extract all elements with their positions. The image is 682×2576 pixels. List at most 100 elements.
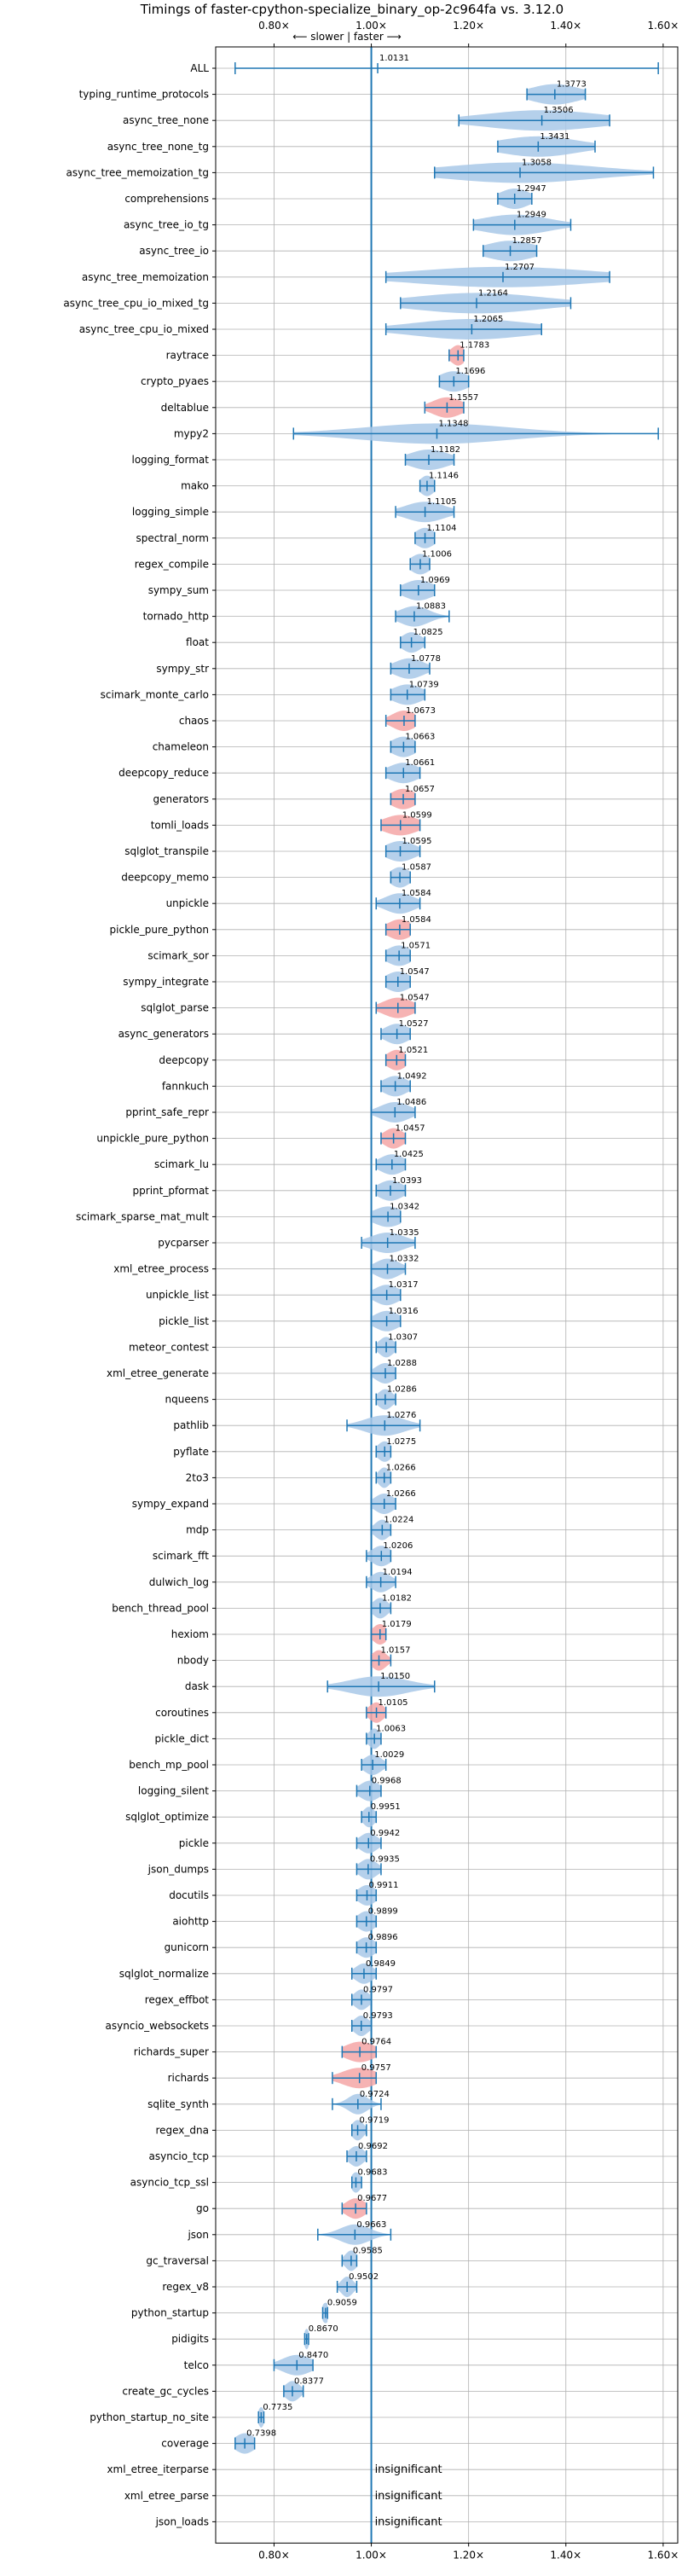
y-tick-label: gc_traversal <box>146 2254 209 2266</box>
value-label: 1.0342 <box>390 1202 419 1211</box>
value-label: 1.0063 <box>376 1724 406 1733</box>
y-tick-label: python_startup <box>131 2307 209 2319</box>
y-tick-label: dask <box>185 1680 209 1692</box>
x-tick-label-bottom: 0.80× <box>258 2549 290 2561</box>
value-label: 1.0150 <box>380 1672 410 1681</box>
value-label: 1.0584 <box>402 889 431 898</box>
value-label: 1.0661 <box>405 758 435 768</box>
value-label: 1.0425 <box>394 1150 424 1159</box>
y-tick-label: float <box>186 636 209 648</box>
value-label: 1.2164 <box>478 288 508 298</box>
value-label: 1.1146 <box>429 472 459 481</box>
y-tick-label: docutils <box>169 1889 209 1901</box>
value-label: 1.0276 <box>386 1411 416 1420</box>
value-label: 0.9968 <box>372 1777 402 1786</box>
y-tick-label: telco <box>184 2359 209 2371</box>
y-tick-label: async_tree_none <box>123 114 209 126</box>
y-tick-label: sqlglot_transpile <box>124 845 209 857</box>
value-label: 1.3431 <box>540 132 569 142</box>
y-tick-label: regex_v8 <box>162 2281 209 2293</box>
y-tick-label: tomli_loads <box>151 819 209 831</box>
value-label: 1.2707 <box>505 263 535 272</box>
value-label: 0.9502 <box>349 2272 379 2282</box>
value-label: 0.9692 <box>358 2142 388 2151</box>
value-label: 1.1348 <box>438 419 468 428</box>
value-label: 1.0131 <box>379 54 409 63</box>
value-label: 0.9663 <box>356 2220 386 2230</box>
y-tick-label: tornado_http <box>143 611 209 623</box>
y-tick-label: scimark_sparse_mat_mult <box>76 1210 209 1222</box>
x-tick-label-top: 0.80× <box>258 20 290 32</box>
y-tick-label: richards <box>168 2072 209 2084</box>
y-tick-label: asyncio_tcp <box>148 2150 209 2162</box>
value-label: 1.0332 <box>390 1255 419 1264</box>
value-label: 1.0657 <box>405 785 435 794</box>
y-tick-label: regex_effbot <box>145 1993 210 2005</box>
y-tick-label: mako <box>181 480 209 492</box>
value-label: 0.7735 <box>263 2403 292 2412</box>
y-tick-label: pprint_safe_repr <box>125 1106 209 1118</box>
value-label: 1.1557 <box>448 393 478 403</box>
value-label: 0.9585 <box>353 2246 383 2255</box>
value-label: 1.0486 <box>396 1098 426 1107</box>
y-tick-label: logging_simple <box>132 506 209 518</box>
y-tick-label: nqueens <box>165 1394 209 1406</box>
y-tick-label: deltablue <box>161 402 209 414</box>
x-tick-label-bottom: 1.40× <box>550 2549 581 2561</box>
y-tick-label: pickle <box>179 1837 209 1849</box>
value-label: 1.0457 <box>396 1124 425 1134</box>
y-tick-label: bench_mp_pool <box>129 1759 209 1771</box>
y-tick-label: async_tree_memoization <box>82 271 209 283</box>
y-tick-label: bench_thread_pool <box>112 1602 209 1614</box>
value-label: 1.0286 <box>387 1385 417 1395</box>
y-tick-label: logging_silent <box>138 1785 209 1797</box>
y-tick-label: spectral_norm <box>136 532 209 544</box>
y-tick-label: sympy_integrate <box>123 976 209 988</box>
x-tick-label-top: 1.20× <box>453 20 484 32</box>
y-tick-label: async_tree_none_tg <box>107 141 209 153</box>
value-label: 0.9059 <box>327 2299 357 2308</box>
y-tick-label: scimark_sor <box>147 949 209 961</box>
y-tick-label: sympy_str <box>156 663 209 675</box>
y-tick-label: xml_etree_iterparse <box>107 2463 209 2475</box>
value-label: 1.0393 <box>392 1176 422 1186</box>
value-label: 1.0029 <box>374 1750 404 1760</box>
value-label: 1.0547 <box>400 994 430 1003</box>
value-label: 1.2857 <box>512 236 542 246</box>
y-tick-label: pickle_pure_python <box>110 924 209 936</box>
value-label: 1.0587 <box>402 863 431 873</box>
direction-annotation: ⟵ slower | faster ⟶ <box>292 31 402 43</box>
y-tick-label: generators <box>153 793 209 805</box>
y-tick-label: json_loads <box>155 2515 209 2527</box>
value-label: 1.0527 <box>399 1019 429 1029</box>
y-tick-label: richards_super <box>134 2046 209 2058</box>
value-label: 1.3773 <box>557 80 587 90</box>
value-label: 0.9899 <box>368 1907 398 1917</box>
y-tick-label: chameleon <box>153 741 209 753</box>
value-label: 1.0663 <box>405 733 435 742</box>
value-label: 0.9793 <box>363 2011 393 2021</box>
y-tick-label: async_tree_cpu_io_mixed <box>79 323 209 335</box>
insignificant-label: insignificant <box>375 2490 442 2503</box>
value-label: 0.9757 <box>361 2063 391 2073</box>
y-tick-label: regex_compile <box>135 558 209 570</box>
value-label: 0.9797 <box>363 1985 393 1994</box>
value-label: 1.0825 <box>413 628 443 637</box>
y-tick-label: unpickle_pure_python <box>96 1133 209 1145</box>
y-tick-label: pprint_pformat <box>133 1185 210 1197</box>
y-tick-label: xml_etree_generate <box>107 1367 209 1379</box>
grid-layer <box>212 44 678 2547</box>
value-label: 1.0739 <box>409 680 439 689</box>
x-tick-label-bottom: 1.20× <box>453 2549 484 2561</box>
value-label: 1.2947 <box>517 184 546 194</box>
plot-layer <box>234 62 659 2454</box>
value-label: 1.0317 <box>389 1280 419 1290</box>
x-tick-label-top: 1.40× <box>550 20 581 32</box>
y-tick-label: mypy2 <box>174 427 209 439</box>
value-label: 0.9896 <box>368 1933 398 1942</box>
y-tick-label: xml_etree_parse <box>124 2490 209 2502</box>
y-tick-label: ALL <box>190 62 209 74</box>
y-tick-label: python_startup_no_site <box>90 2411 209 2423</box>
value-label: 1.0105 <box>379 1698 408 1708</box>
